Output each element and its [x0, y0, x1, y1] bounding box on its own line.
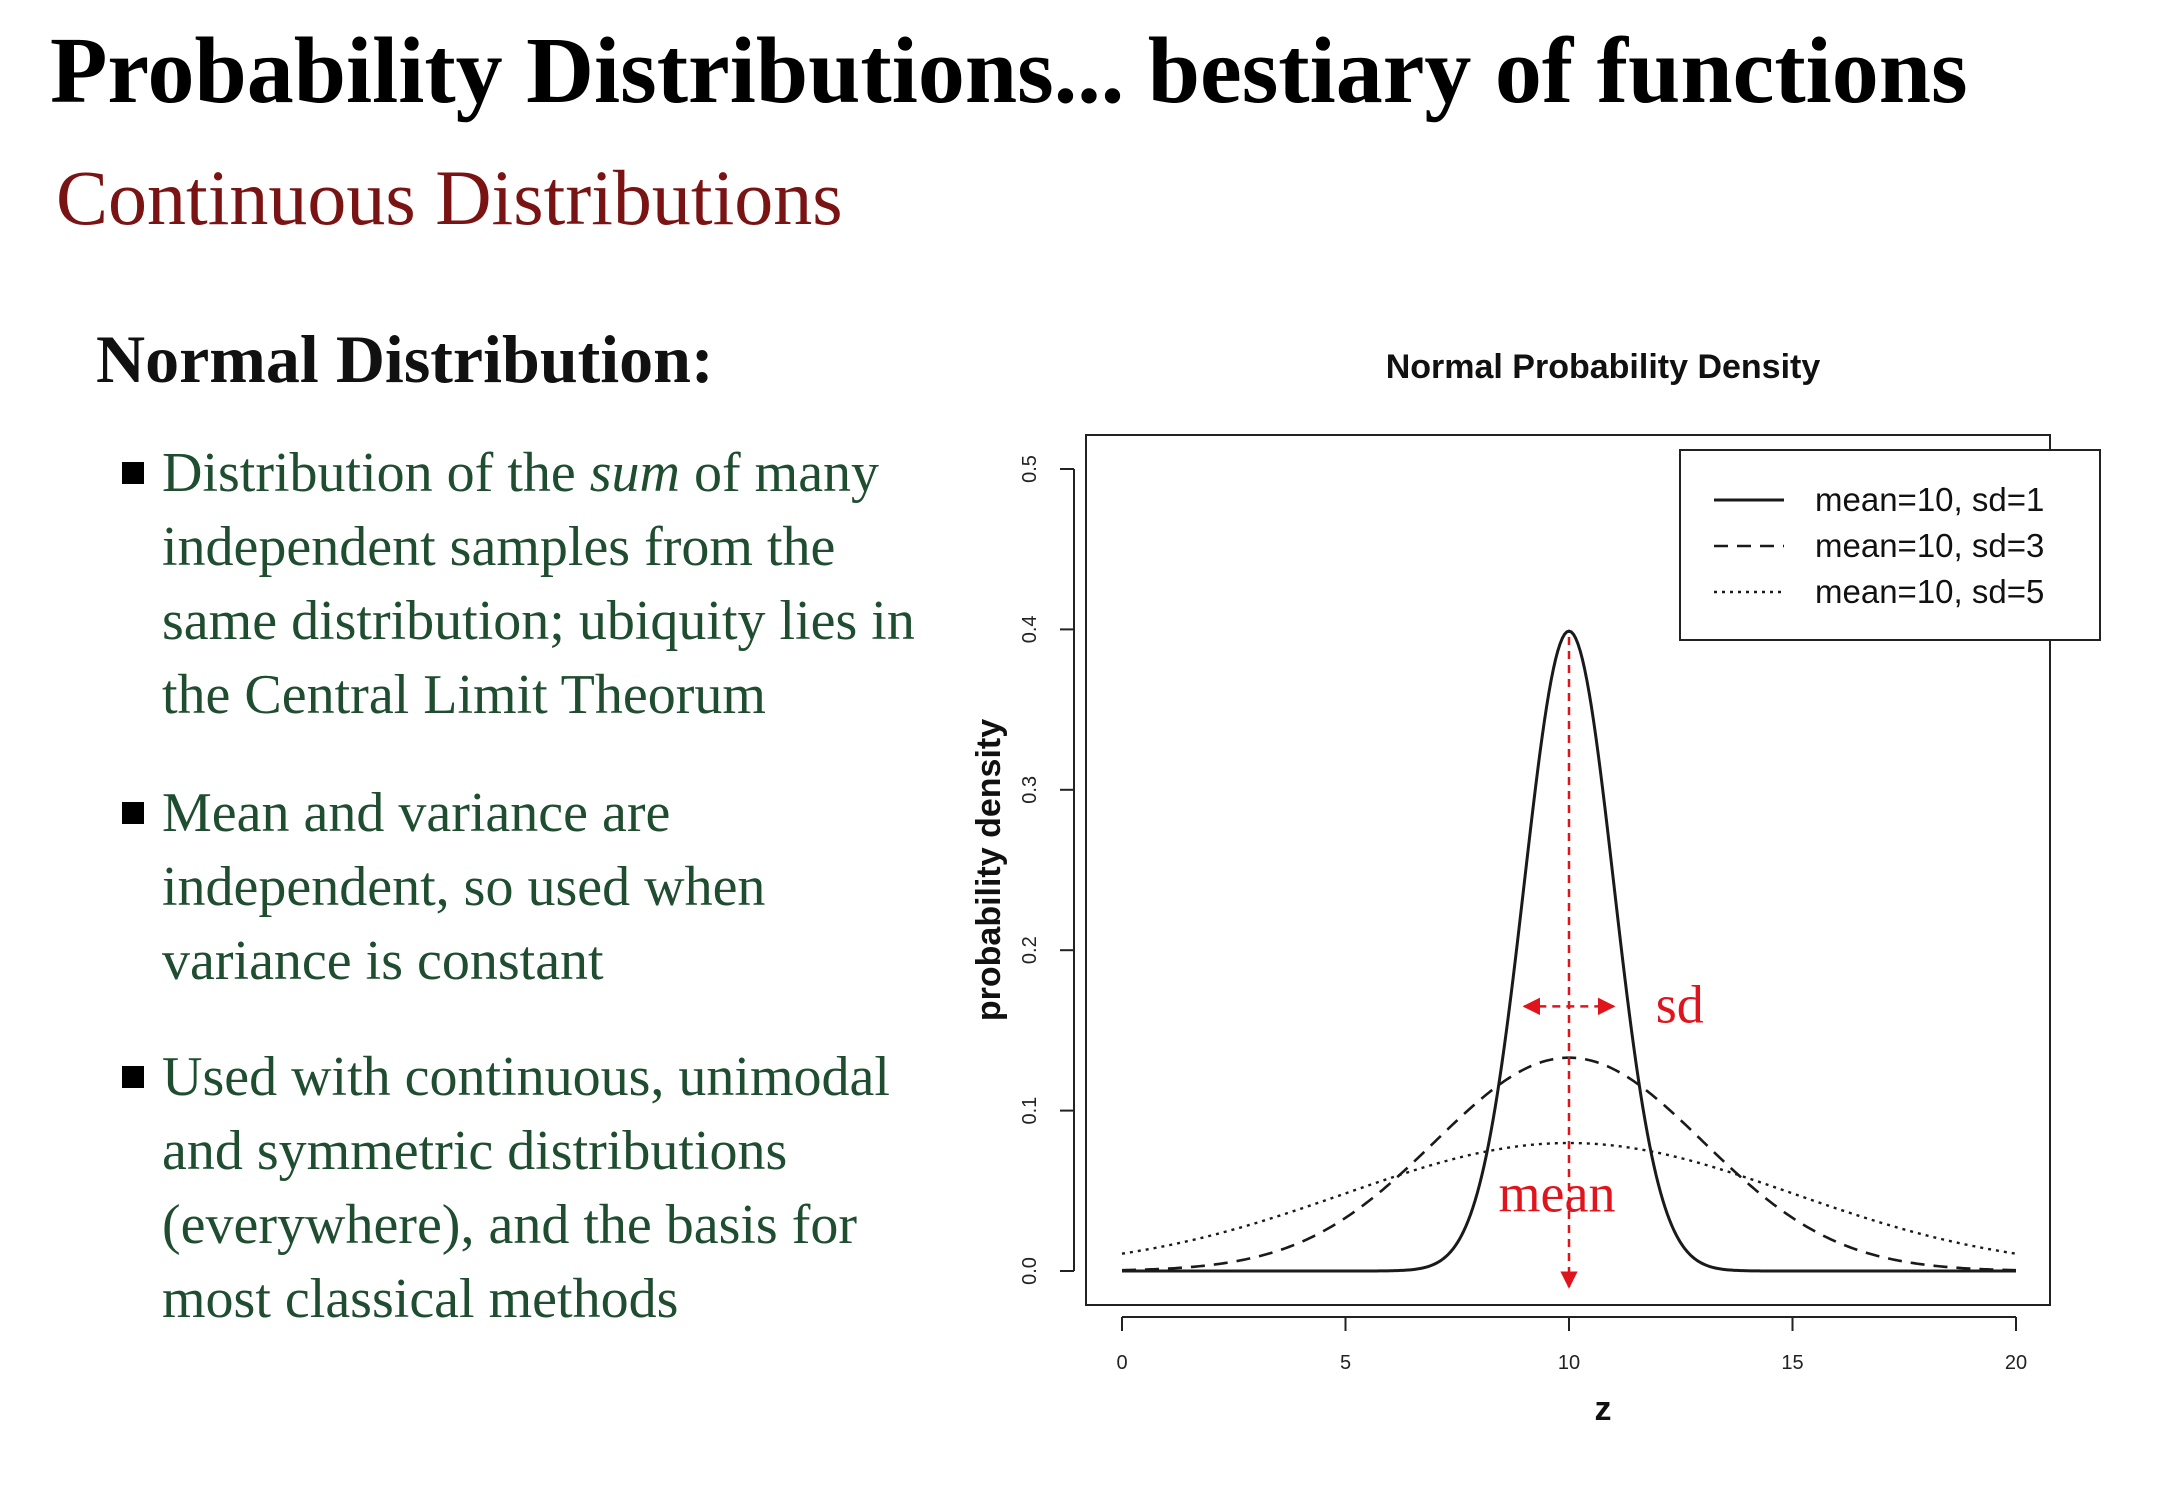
bullet-text: Used with continuous, unimodal and symme…	[162, 1046, 890, 1330]
x-tick-label: 15	[1781, 1352, 1803, 1374]
legend: mean=10, sd=1 mean=10, sd=3 mean=10, sd=5	[1679, 449, 2101, 641]
x-tick-label: 0	[1116, 1352, 1127, 1374]
slide-title: Probability Distributions... bestiary of…	[50, 19, 1968, 123]
sd-annotation-label: sd	[1656, 974, 1704, 1034]
legend-label: mean=10, sd=3	[1815, 527, 2044, 564]
bullet-item: Mean and variance are independent, so us…	[118, 776, 938, 998]
y-axis-label: probability density	[970, 719, 1008, 1021]
y-tick-label: 0.1	[1019, 1097, 1041, 1125]
legend-label: mean=10, sd=5	[1815, 573, 2044, 610]
normal-density-chart: Normal Probability Density z probability…	[940, 340, 2160, 1480]
bullet-text: Mean and variance are independent, so us…	[162, 782, 765, 992]
x-tick-label: 20	[2005, 1352, 2027, 1374]
square-bullet-icon	[122, 802, 144, 824]
x-tick-label: 5	[1340, 1352, 1351, 1374]
plot-frame	[1085, 434, 2051, 1306]
bullet-text: Distribution of the sum of many independ…	[162, 442, 915, 726]
y-tick-label: 0.4	[1019, 615, 1041, 643]
bullet-text-part: of many independent samples from the sam…	[162, 442, 915, 726]
y-tick-label: 0.2	[1019, 936, 1041, 964]
annotation-layer: sd mean	[1499, 637, 1704, 1289]
y-axis: 0.0 0.1 0.2 0.3 0.4 0.5	[1019, 455, 1075, 1285]
slide-subtitle: Continuous Distributions	[56, 154, 843, 241]
bullet-emphasis: sum	[589, 442, 680, 504]
chart-svg: Normal Probability Density z probability…	[970, 348, 2101, 1428]
bullet-text-part: Mean and variance are independent, so us…	[162, 782, 766, 992]
y-tick-label: 0.3	[1019, 776, 1041, 804]
bullet-item: Distribution of the sum of many independ…	[118, 436, 938, 732]
y-tick-label: 0.0	[1019, 1257, 1041, 1285]
bullet-text-part: Used with continuous, unimodal and symme…	[162, 1046, 890, 1330]
series-line	[1122, 629, 2016, 1273]
section-heading: Normal Distribution:	[96, 321, 714, 397]
bullet-text-part: Distribution of the	[162, 442, 590, 504]
x-axis-label: z	[1595, 1390, 1612, 1428]
chart-title: Normal Probability Density	[1386, 348, 1821, 386]
bullet-item: Used with continuous, unimodal and symme…	[118, 1040, 938, 1336]
bullet-list: Distribution of the sum of many independ…	[118, 436, 938, 1380]
square-bullet-icon	[122, 462, 144, 484]
series-line	[1121, 1141, 2017, 1255]
x-tick-label: 10	[1558, 1352, 1580, 1374]
square-bullet-icon	[122, 1066, 144, 1088]
y-tick-label: 0.5	[1019, 455, 1041, 483]
mean-annotation-label: mean	[1499, 1164, 1616, 1224]
x-axis: 0 5 10 15 20	[1116, 1316, 2027, 1374]
legend-label: mean=10, sd=1	[1815, 481, 2044, 518]
